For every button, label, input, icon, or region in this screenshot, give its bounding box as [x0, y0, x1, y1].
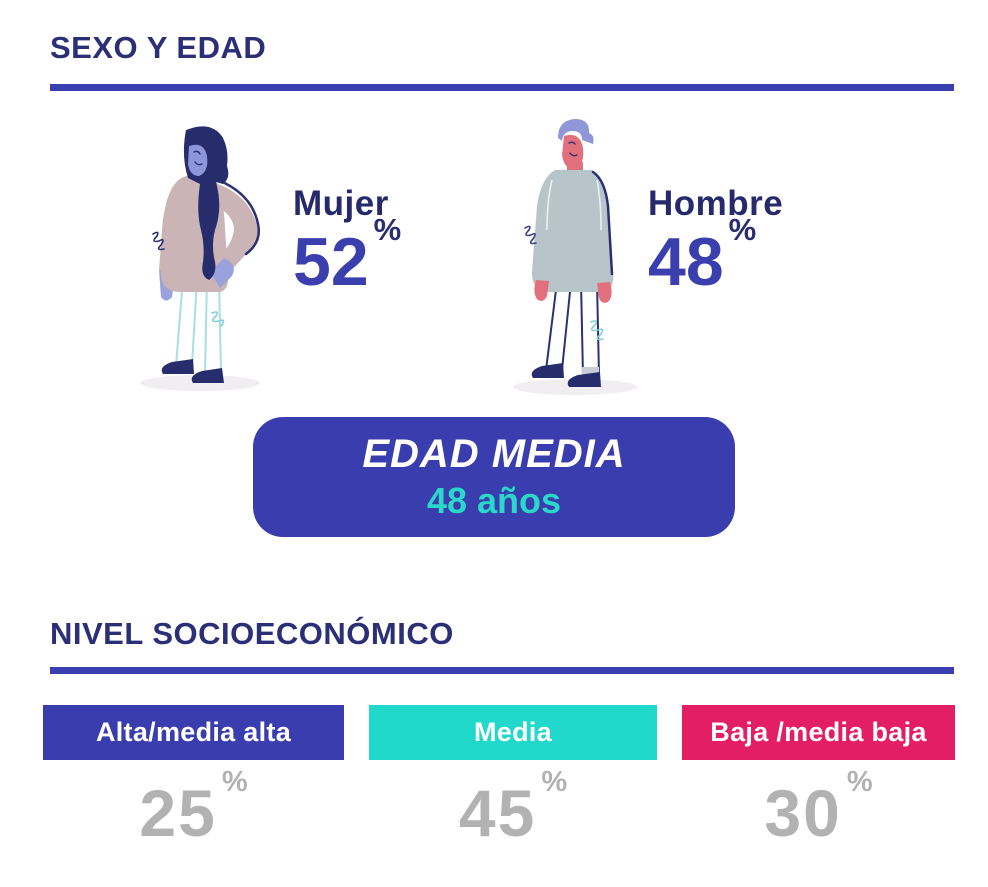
man-standing-icon	[495, 110, 657, 400]
percentage-value: 30	[764, 776, 842, 850]
average-age-badge: EDAD MEDIA 48 años	[253, 417, 735, 537]
level-bar-media: Media	[369, 705, 657, 760]
level-bar-alta: Alta/media alta	[43, 705, 344, 760]
section-title-sexo-edad: SEXO Y EDAD	[50, 30, 267, 65]
female-stat-block: Mujer 52 %	[293, 184, 401, 296]
female-percent-sign: %	[373, 212, 402, 247]
level-percentage-baja: 30 %	[682, 766, 955, 850]
average-age-label: EDAD MEDIA	[362, 432, 626, 476]
percentage-value: 45	[458, 776, 537, 850]
male-label: Hombre	[648, 184, 784, 223]
male-percent-sign: %	[728, 212, 757, 247]
female-percentage-value: 52	[293, 224, 369, 300]
level-bar-baja: Baja /media baja	[682, 705, 955, 760]
percent-sign: %	[221, 766, 248, 798]
level-percentage-media: 45 %	[369, 766, 657, 850]
percent-sign: %	[846, 766, 873, 798]
woman-standing-icon	[126, 118, 284, 398]
section-divider	[50, 84, 954, 91]
level-label: Baja /media baja	[710, 717, 927, 747]
female-label: Mujer	[293, 184, 389, 223]
male-stat-block: Hombre 48 %	[648, 184, 783, 296]
level-percentage-alta: 25 %	[43, 766, 344, 850]
percentage-value: 25	[139, 776, 217, 850]
average-age-value: 48 años	[426, 480, 562, 521]
male-percentage-value: 48	[648, 224, 724, 300]
level-label: Media	[473, 717, 553, 747]
percent-sign: %	[541, 766, 568, 798]
level-label: Alta/media alta	[95, 717, 292, 747]
section-title-nivel-socioeconomico: NIVEL SOCIOECONÓMICO	[50, 616, 454, 651]
section-divider	[50, 667, 954, 674]
